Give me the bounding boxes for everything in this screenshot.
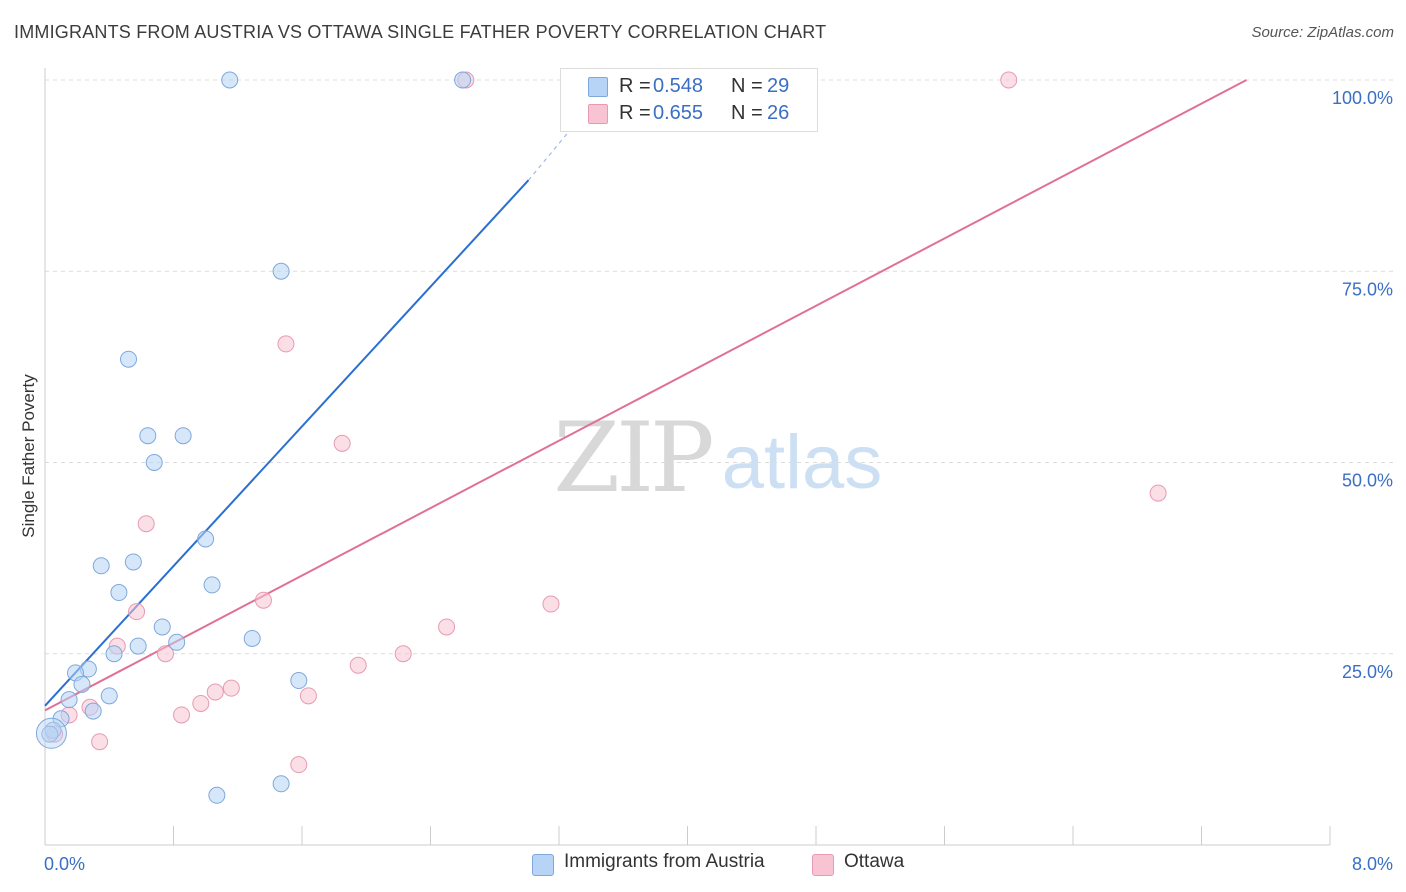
- legend-swatch-austria: [588, 77, 608, 97]
- y-tick-label: 50.0%: [1342, 471, 1393, 491]
- ottawa-trend-line: [44, 79, 1247, 712]
- source-credit: Source: ZipAtlas.com: [1251, 24, 1394, 41]
- ottawa-point: [299, 687, 317, 705]
- r-label: R =: [619, 75, 651, 97]
- austria-point: [124, 553, 142, 571]
- r-value: 0.548: [653, 75, 704, 97]
- ottawa-point: [1149, 484, 1167, 502]
- austria-point: [139, 427, 157, 445]
- axes: [44, 68, 1331, 846]
- legend-swatch-ottawa: [812, 854, 834, 876]
- correlation-legend: R = 0.548 N = 29 R = 0.655 N = 26: [560, 68, 818, 132]
- austria-trend-extension: [528, 114, 584, 181]
- ottawa-point: [254, 591, 272, 609]
- watermark-atlas: atlas: [722, 420, 883, 505]
- legend-row-ottawa: R = 0.655 N = 26: [561, 100, 817, 128]
- data-points: [35, 71, 1167, 804]
- ottawa-point: [137, 515, 155, 533]
- austria-point: [73, 675, 91, 693]
- austria-point: [110, 584, 128, 602]
- austria-point: [100, 687, 118, 705]
- austria-point-cluster: [35, 717, 67, 749]
- ottawa-point: [438, 618, 456, 636]
- chart-title: IMMIGRANTS FROM AUSTRIA VS OTTAWA SINGLE…: [14, 22, 827, 42]
- ottawa-point: [394, 645, 412, 663]
- y-tick-label: 100.0%: [1332, 88, 1393, 108]
- y-tick-label: 75.0%: [1342, 279, 1393, 299]
- austria-point: [168, 633, 186, 651]
- austria-point: [174, 427, 192, 445]
- austria-point: [145, 454, 163, 471]
- legend-row-austria: R = 0.548 N = 29: [561, 73, 817, 101]
- austria-point: [454, 71, 472, 89]
- ottawa-point: [1000, 71, 1018, 89]
- ottawa-point: [542, 595, 560, 613]
- r-value: 0.655: [653, 102, 704, 124]
- austria-point: [203, 576, 221, 594]
- austria-point: [129, 637, 147, 655]
- austria-point: [208, 786, 226, 804]
- austria-point: [41, 725, 59, 743]
- n-label: N =: [731, 102, 763, 124]
- legend-label-ottawa: Ottawa: [844, 851, 905, 872]
- n-value: 26: [767, 102, 790, 124]
- austria-point: [243, 629, 261, 647]
- x-tick-label: 0.0%: [44, 854, 85, 874]
- legend-swatch-austria: [532, 854, 554, 876]
- austria-point: [272, 775, 290, 793]
- ottawa-point: [173, 706, 191, 724]
- austria-point: [60, 691, 78, 709]
- austria-point: [221, 71, 239, 89]
- austria-point: [153, 618, 171, 636]
- x-tick-labels: 0.0% 8.0%: [44, 854, 1393, 874]
- y-tick-labels: 100.0% 75.0% 50.0% 25.0%: [1332, 88, 1393, 682]
- austria-trend-line: [44, 179, 530, 707]
- watermark: ZIP atlas: [553, 402, 882, 514]
- ottawa-point: [277, 335, 295, 353]
- n-label: N =: [731, 75, 763, 97]
- austria-point: [290, 672, 308, 690]
- ottawa-point: [290, 756, 308, 774]
- austria-point: [92, 557, 110, 575]
- trend-lines: [44, 79, 1247, 712]
- y-axis-label: Single Father Poverty: [19, 374, 38, 538]
- x-tick-label: 8.0%: [1352, 854, 1393, 874]
- ottawa-point: [222, 679, 240, 697]
- ottawa-point: [156, 645, 174, 663]
- watermark-zip: ZIP: [553, 402, 712, 514]
- austria-point: [105, 645, 123, 663]
- legend-swatch-ottawa: [588, 104, 608, 124]
- legend-label-austria: Immigrants from Austria: [564, 851, 765, 872]
- ottawa-point: [91, 733, 109, 751]
- ottawa-point: [333, 434, 351, 452]
- austria-point: [197, 530, 215, 548]
- n-value: 29: [767, 75, 790, 97]
- austria-point: [84, 702, 102, 720]
- ottawa-point: [206, 683, 224, 701]
- grid-lines: [45, 79, 1395, 655]
- austria-point: [272, 262, 290, 280]
- y-tick-label: 25.0%: [1342, 662, 1393, 682]
- austria-point: [120, 350, 138, 368]
- ottawa-point: [349, 656, 367, 674]
- ottawa-point: [128, 603, 146, 621]
- r-label: R =: [619, 102, 651, 124]
- ottawa-point: [192, 694, 210, 712]
